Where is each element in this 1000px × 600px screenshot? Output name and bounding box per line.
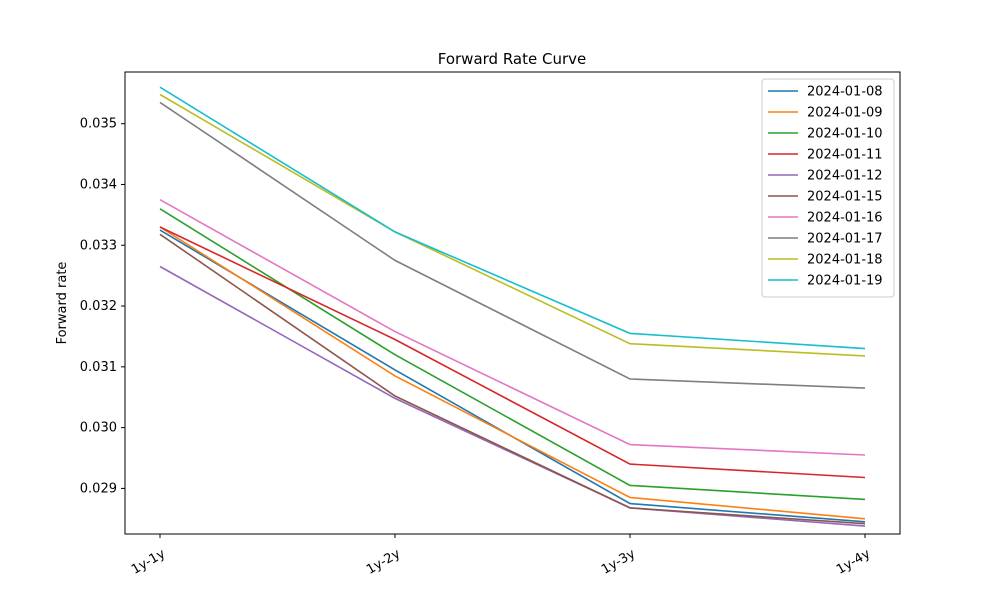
series-line-2024-01-09 (159, 226, 866, 520)
legend-label: 2024-01-11 (807, 148, 883, 163)
series-lines (159, 86, 866, 527)
y-tick-label: 0.034 (80, 177, 117, 192)
y-axis-label: Forward rate (55, 262, 70, 345)
series-line-2024-01-16 (159, 199, 866, 456)
chart-title: Forward Rate Curve (438, 50, 587, 68)
legend-label: 2024-01-17 (807, 232, 883, 247)
legend-label: 2024-01-18 (807, 253, 883, 268)
series-line-2024-01-11 (159, 226, 866, 479)
y-tick-label: 0.030 (80, 421, 117, 436)
series-line-2024-01-17 (159, 101, 866, 389)
legend-label: 2024-01-16 (807, 211, 883, 226)
series-line-2024-01-18 (159, 93, 866, 357)
x-tick-label: 1y-3y (599, 546, 638, 577)
series-line-2024-01-10 (159, 208, 866, 501)
legend-label: 2024-01-15 (807, 190, 883, 205)
series-line-2024-01-12 (159, 265, 866, 527)
y-tick-label: 0.033 (80, 238, 117, 253)
y-tick-label: 0.032 (80, 299, 117, 314)
plot-frame (124, 71, 901, 535)
legend-label: 2024-01-09 (807, 106, 883, 121)
legend-label: 2024-01-10 (807, 127, 883, 142)
legend-label: 2024-01-12 (807, 169, 883, 184)
series-line-2024-01-19 (159, 86, 866, 350)
y-tick-label: 0.031 (80, 360, 117, 375)
x-tick-label: 1y-4y (834, 546, 873, 577)
legend-label: 2024-01-08 (807, 85, 883, 100)
x-tick-label: 1y-1y (129, 546, 168, 577)
legend-label: 2024-01-19 (807, 274, 883, 289)
x-tick-label: 1y-2y (364, 546, 403, 577)
series-line-2024-01-15 (159, 233, 866, 525)
legend: 2024-01-08 2024-01-09 2024-01-10 2024-01-11… (761, 78, 895, 298)
y-tick-label: 0.035 (80, 117, 117, 132)
y-tick-label: 0.029 (80, 481, 117, 496)
